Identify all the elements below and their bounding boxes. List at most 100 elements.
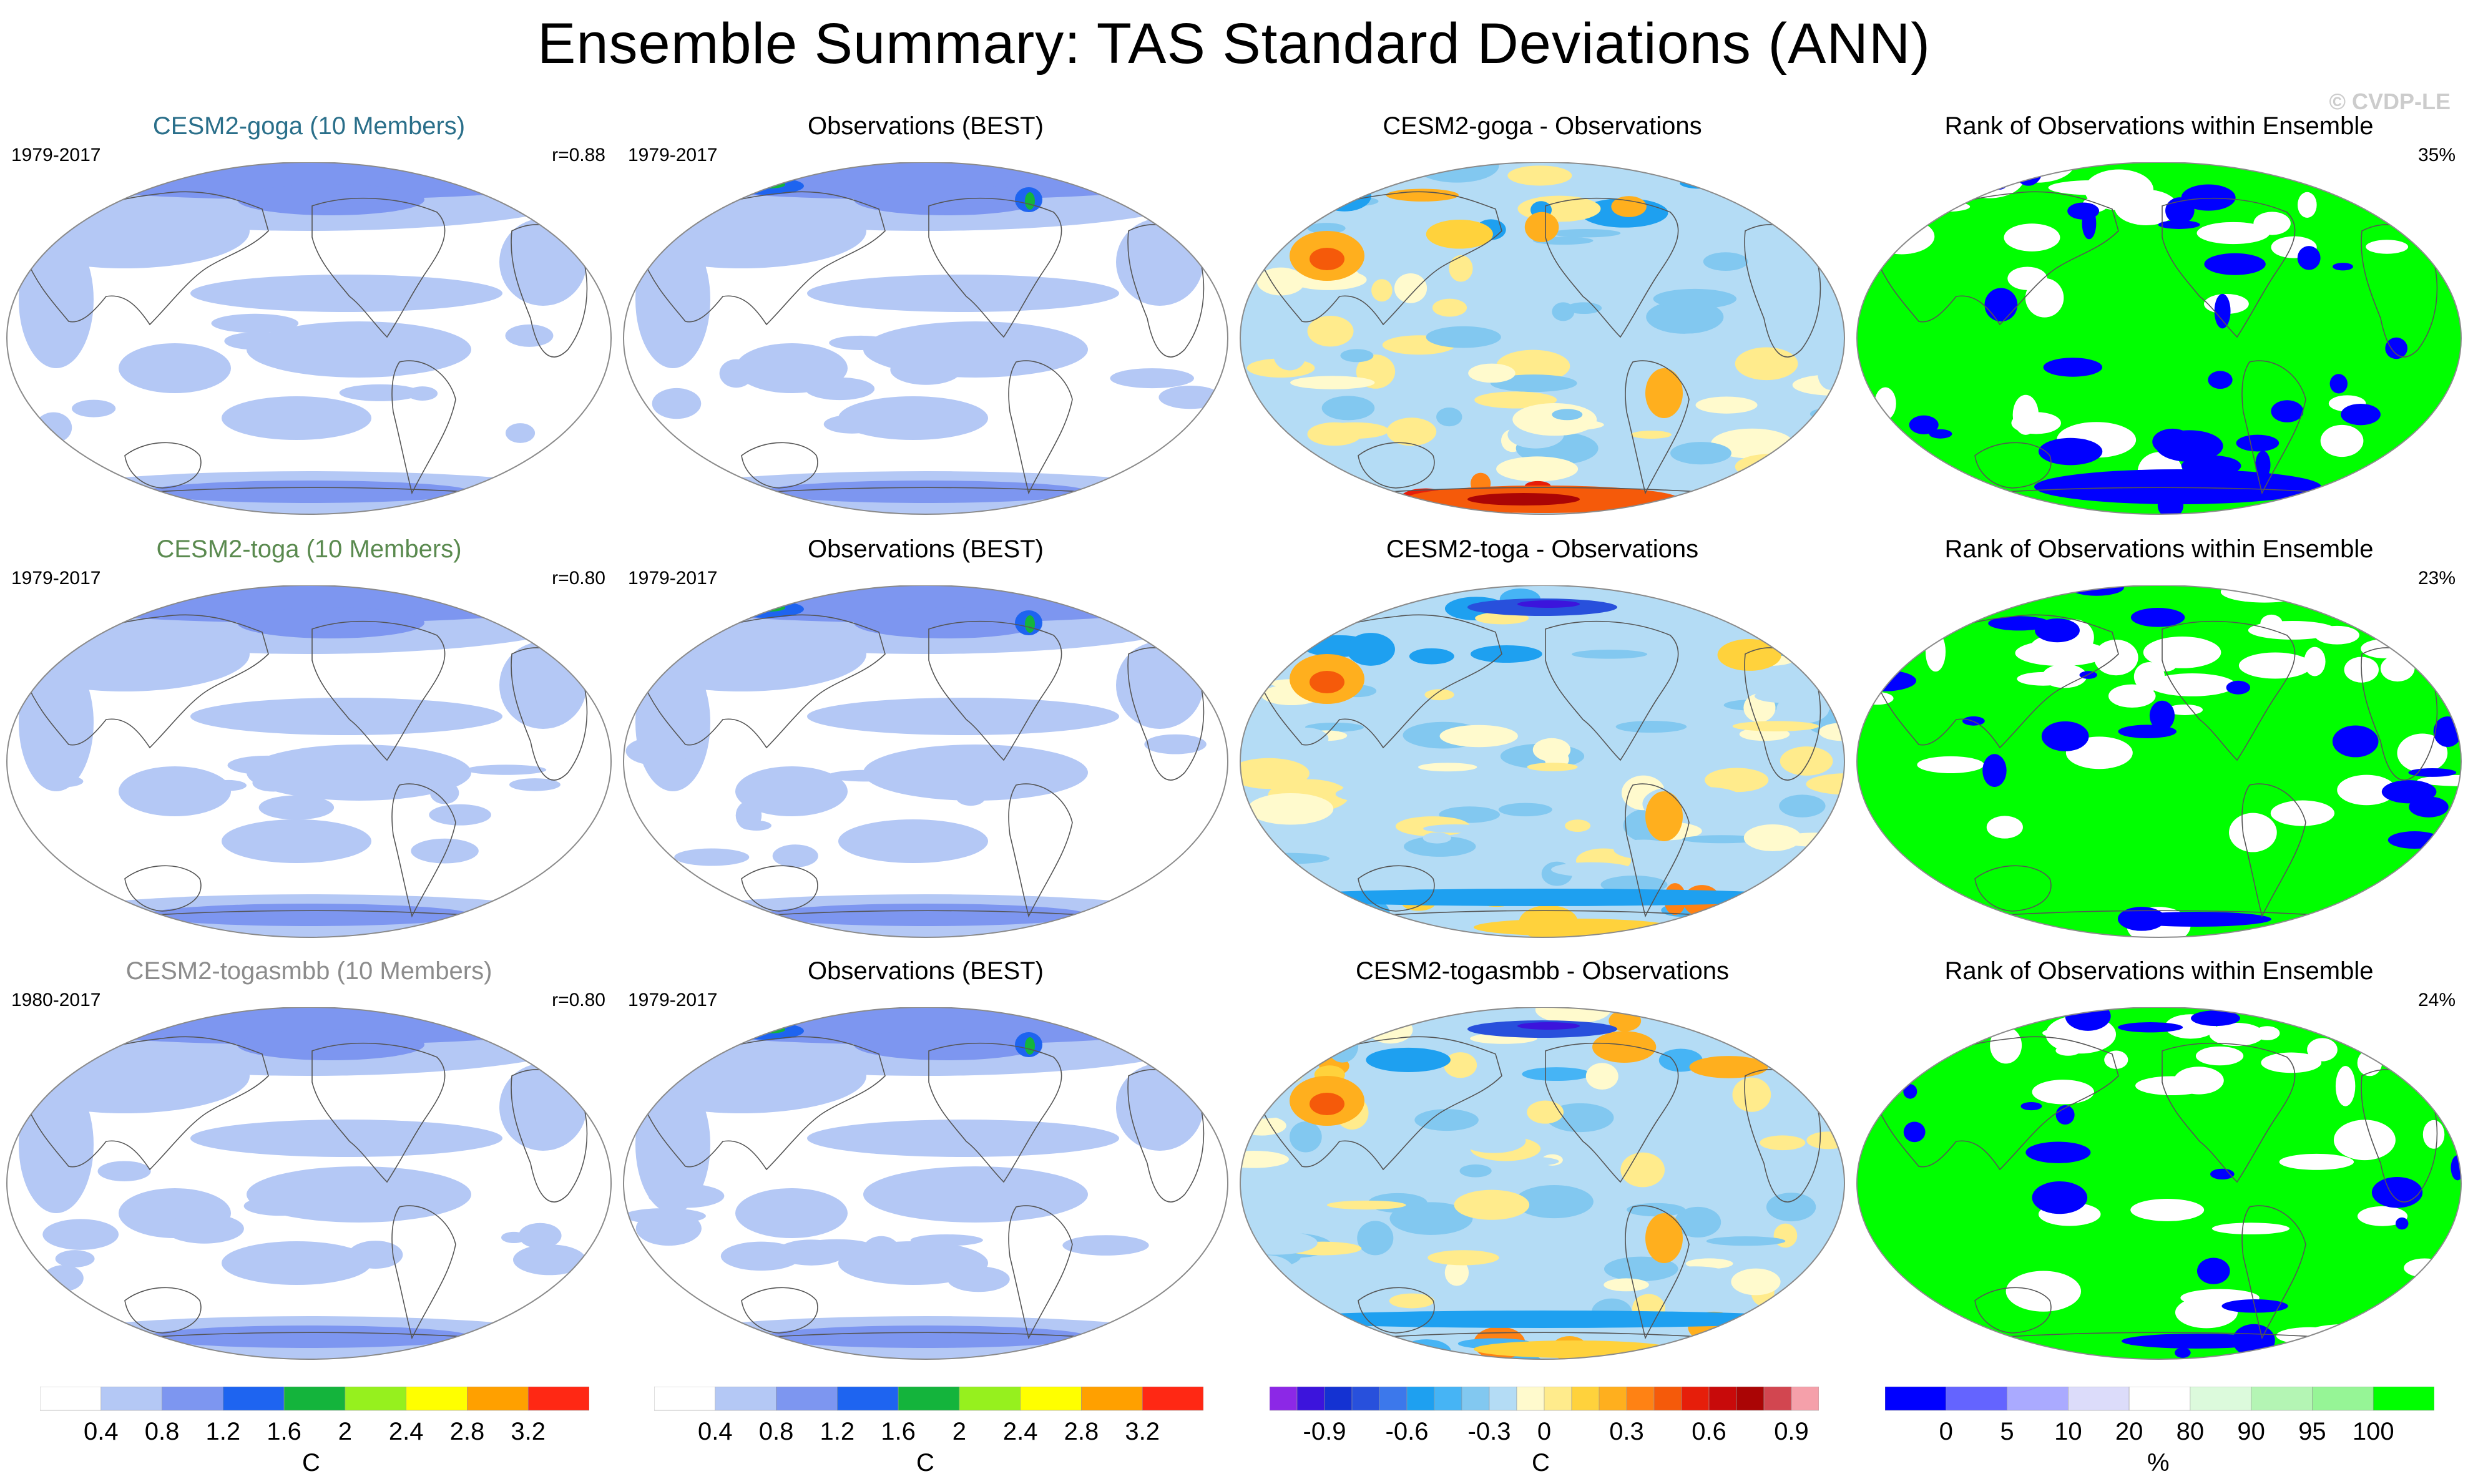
- colorbar-swatch: [1434, 1387, 1462, 1411]
- std-blob: [720, 1241, 801, 1271]
- rank-percent-label: 35%: [2417, 145, 2456, 165]
- rank-blob: [2316, 590, 2404, 613]
- panel-title: Rank of Observations within Ensemble: [1944, 957, 2374, 985]
- diff-blob: [1732, 1077, 1771, 1112]
- colorbar-swatch: [1142, 1387, 1203, 1411]
- colorbar-swatches: [654, 1387, 1203, 1411]
- coastline: [2241, 360, 2306, 495]
- colorbar-unit: C: [302, 1449, 320, 1477]
- colorbar-tick-label: 2.4: [1002, 1418, 1038, 1445]
- std-blob: [237, 1029, 424, 1060]
- diff-blob: [1459, 1164, 1492, 1178]
- diff-blob: [1261, 1057, 1305, 1086]
- std-blob: [624, 1038, 866, 1113]
- std-blob: [854, 1029, 1041, 1060]
- colorbar-tick-label: 5: [2000, 1418, 2014, 1445]
- rank-blob: [2226, 680, 2251, 695]
- diff-blob: [1679, 913, 1760, 937]
- rank-blob: [2209, 1022, 2265, 1047]
- rank-percent-label: 24%: [2417, 990, 2456, 1010]
- std-blob: [252, 774, 295, 792]
- rank-blob: [2426, 198, 2460, 222]
- panel-diff-row3: CESM2-togasmbb - Observations: [1233, 945, 1851, 1369]
- map-field: [1240, 585, 1844, 937]
- rank-blob: [1925, 632, 1946, 672]
- diff-blob: [1366, 1047, 1451, 1072]
- diff-blob: [1351, 1357, 1416, 1359]
- diff-blob: [1335, 786, 1413, 803]
- colorbar-swatch: [2312, 1387, 2374, 1411]
- diff-blob: [1758, 489, 1786, 512]
- rank-blob: [2007, 266, 2047, 290]
- colorbar-swatch: [1571, 1387, 1600, 1411]
- rank-blob: [2043, 358, 2103, 377]
- std-blob: [19, 654, 94, 791]
- coastline: [1008, 360, 1073, 495]
- colorbar-unit: %: [2147, 1449, 2170, 1477]
- panel-obs-row3: Observations (BEST) 1979-2017: [617, 945, 1235, 1369]
- coastline: [641, 191, 886, 326]
- std-blob: [1062, 1235, 1149, 1256]
- diff-blob: [1427, 1250, 1499, 1266]
- std-blob: [854, 184, 1041, 215]
- rank-percent-label: 23%: [2417, 568, 2456, 588]
- correlation-label: r=0.80: [552, 568, 605, 588]
- diff-blob: [1449, 255, 1473, 282]
- diff-blob: [1766, 1193, 1816, 1222]
- colorbar-swatch: [1653, 1387, 1682, 1411]
- rank-blob: [1990, 1027, 2022, 1064]
- std-blob: [652, 388, 702, 419]
- std-blob: [518, 1223, 562, 1249]
- diff-blob: [1268, 1311, 1817, 1328]
- coastline: [928, 1042, 1062, 1183]
- diff-blob: [1604, 1278, 1649, 1292]
- panel-title: Observations (BEST): [808, 957, 1044, 985]
- diff-blob: [1326, 1200, 1406, 1210]
- map-field: [7, 1007, 611, 1359]
- rank-blob: [1857, 615, 1893, 650]
- std-blob: [635, 231, 710, 368]
- std-blob: [359, 330, 392, 364]
- period-label: 1979-2017: [628, 568, 718, 588]
- diff-blob: [1723, 290, 1804, 301]
- std-blob: [742, 820, 771, 831]
- colorbar-std-obs: 0.4 0.8 1.2 1.6 2 2.4 2.8 3.2 C: [654, 1387, 1203, 1484]
- std-blob: [823, 414, 881, 434]
- diff-blob: [1535, 265, 1575, 276]
- rank-blob: [2333, 1120, 2396, 1161]
- diff-blob: [1243, 174, 1270, 190]
- colorbar-tick-label: 2.4: [388, 1418, 424, 1445]
- rank-blob: [1857, 163, 1927, 195]
- diff-blob: [1527, 763, 1578, 771]
- colorbar-swatches: [1885, 1387, 2434, 1411]
- rank-blob: [2118, 1022, 2183, 1033]
- std-blob: [7, 617, 250, 691]
- panel-diff-row2: CESM2-toga - Observations: [1233, 523, 1851, 947]
- std-blob: [247, 321, 471, 378]
- diff-blob: [1295, 1349, 1358, 1359]
- rank-blob: [2320, 424, 2364, 457]
- colorbar-difference: -0.9 -0.6 -0.3 0 0.3 0.6 0.9 C: [1270, 1387, 1819, 1484]
- rank-blob: [2143, 637, 2221, 668]
- rank-blob: [2204, 253, 2266, 275]
- std-blob: [956, 788, 986, 806]
- std-blob: [635, 1076, 710, 1213]
- rank-blob: [1986, 816, 2023, 839]
- coastline: [641, 614, 886, 749]
- rank-blob: [2149, 700, 2175, 731]
- colorbar-swatch: [715, 1387, 776, 1411]
- rank-blob: [2395, 1217, 2409, 1230]
- std-blob: [829, 335, 893, 350]
- rank-blob: [1867, 1033, 1917, 1070]
- panel-obs-row1: Observations (BEST) 1979-2017: [617, 100, 1235, 524]
- coastline: [391, 1205, 456, 1340]
- panel-title: CESM2-togasmbb (10 Members): [125, 957, 492, 985]
- std-blob: [827, 769, 906, 782]
- diff-blob: [1368, 1160, 1446, 1173]
- diff-blob: [1461, 1128, 1526, 1153]
- colorbar-swatch: [959, 1387, 1021, 1411]
- diff-blob: [1242, 1255, 1295, 1289]
- diff-blob: [1552, 302, 1575, 321]
- colorbar-swatches: [40, 1387, 589, 1411]
- map-field: [1857, 585, 2461, 937]
